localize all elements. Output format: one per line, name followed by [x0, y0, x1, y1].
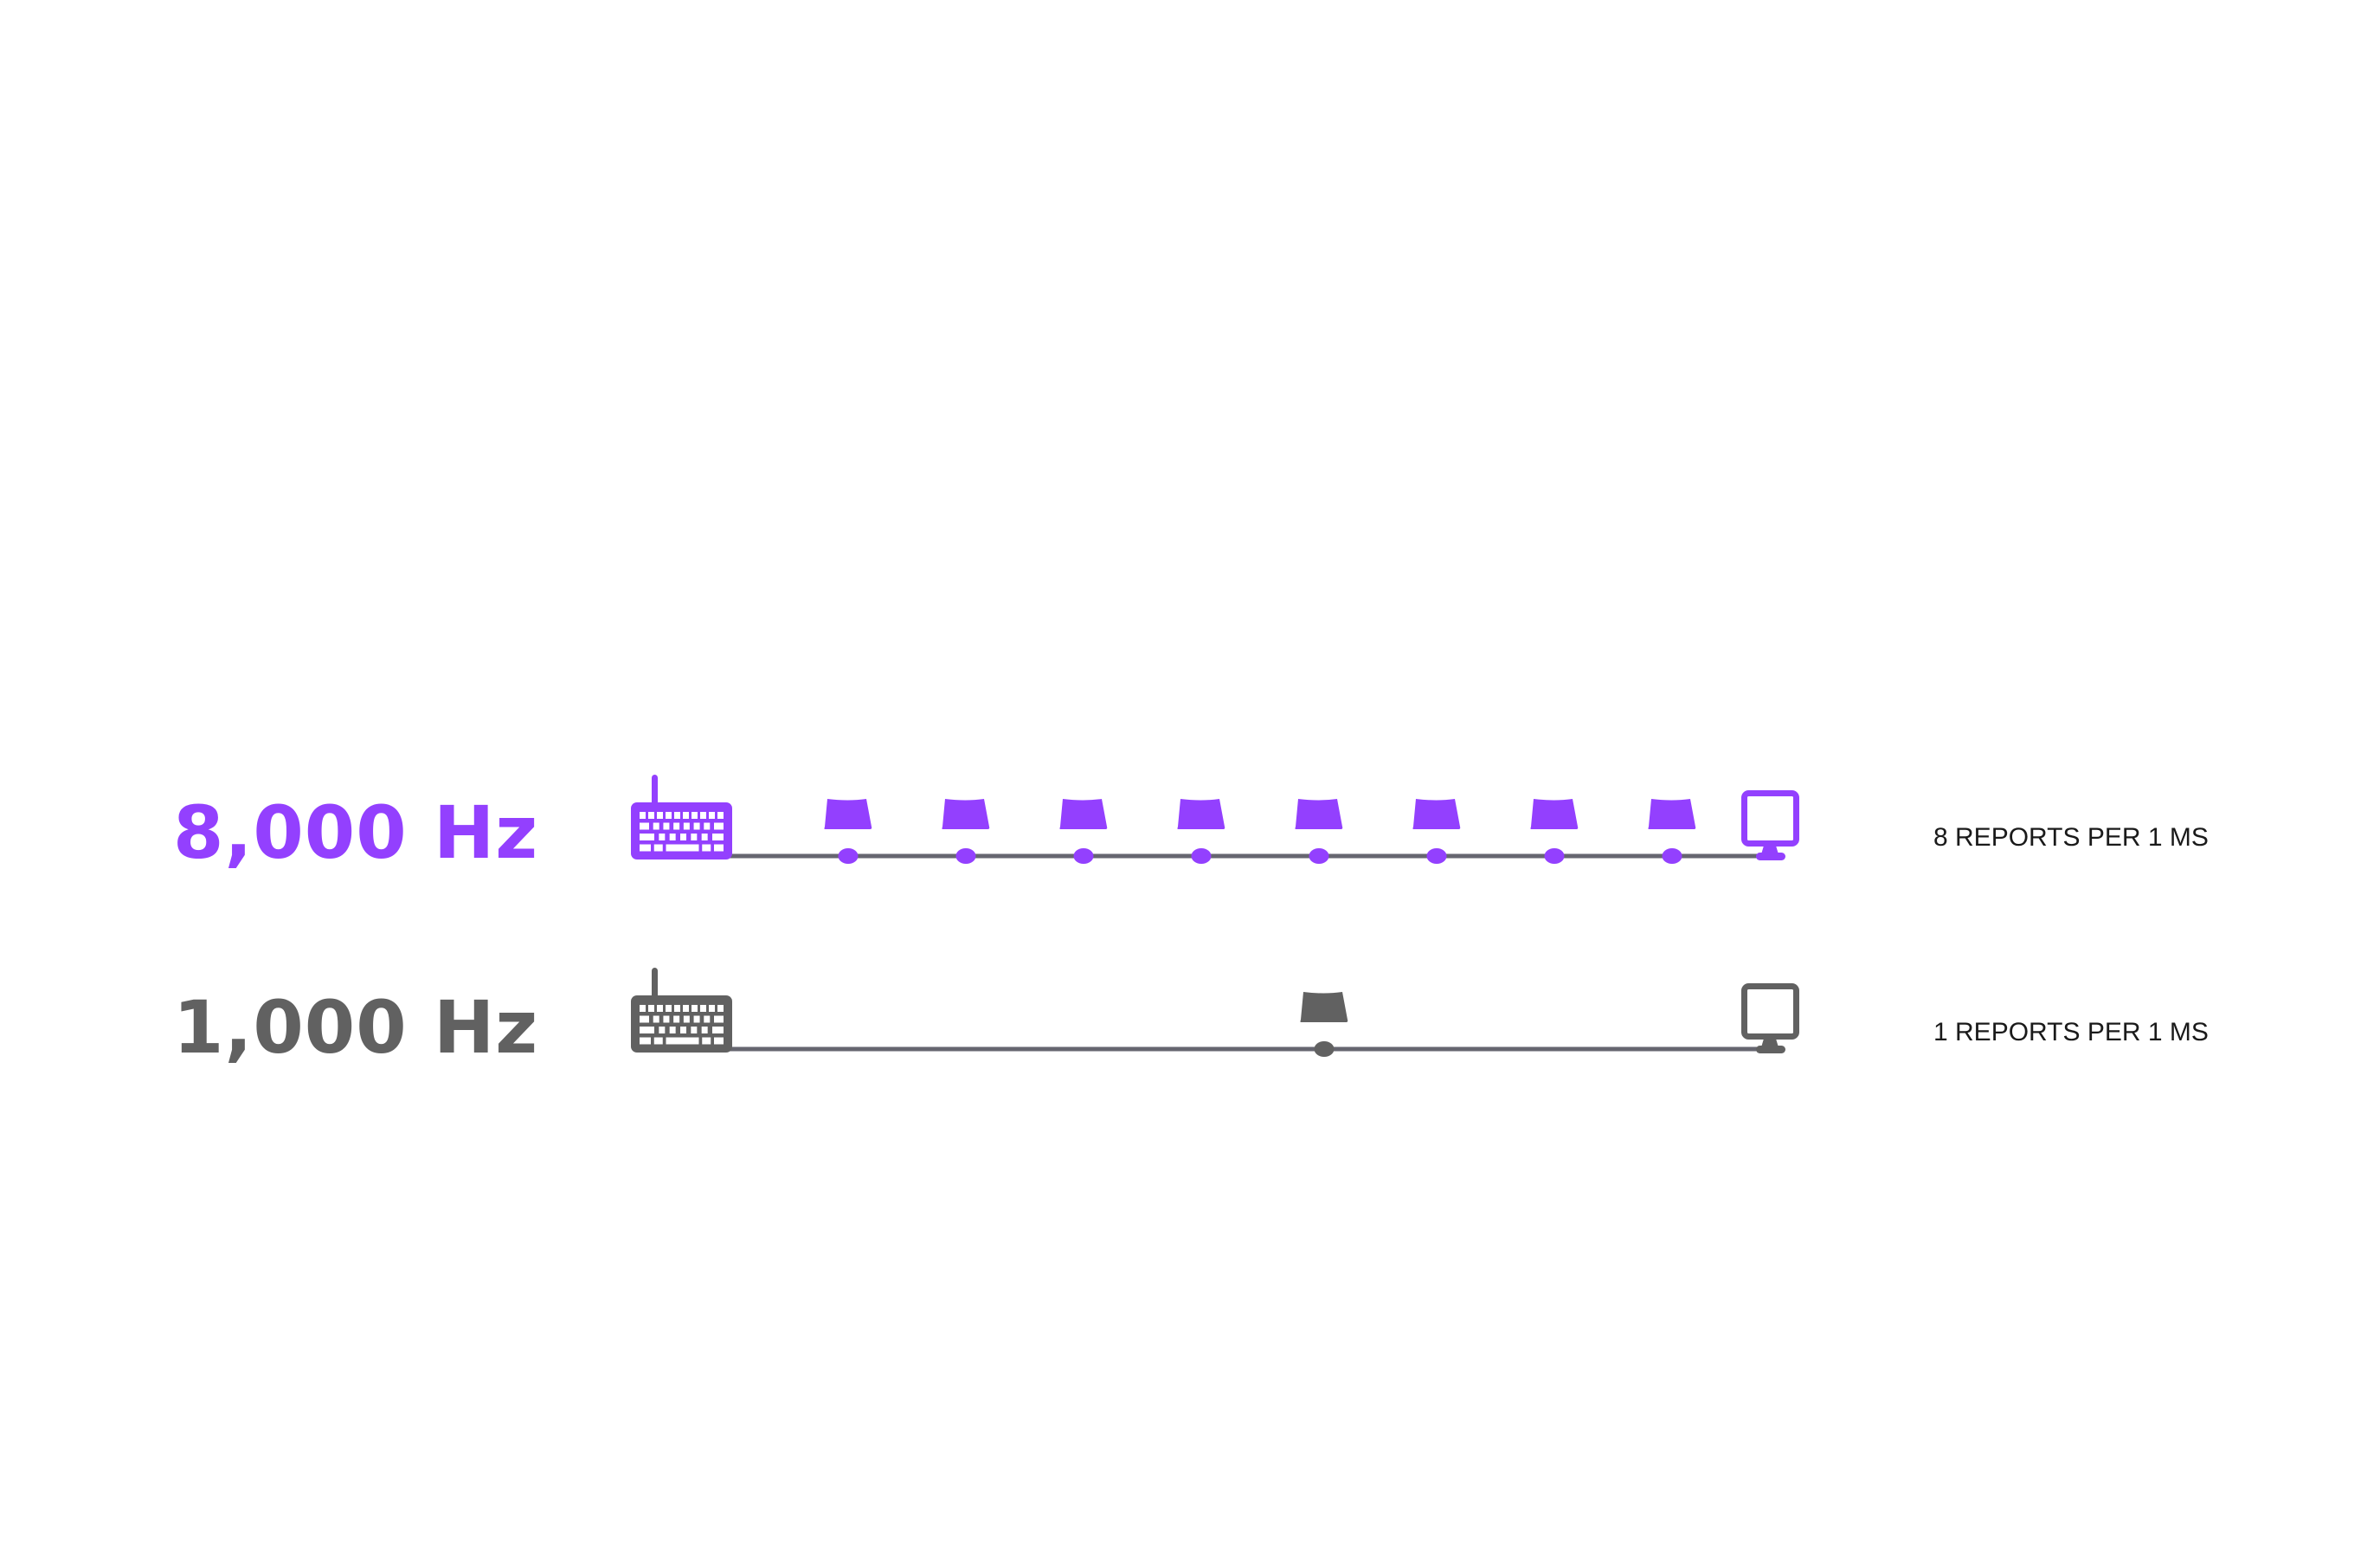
keycap-icon — [824, 799, 872, 829]
keycap-icon — [1648, 799, 1696, 829]
keycap-icon — [1412, 799, 1461, 829]
keycap-icon — [1059, 799, 1108, 829]
report-dot — [1662, 848, 1682, 864]
report-dot — [1426, 848, 1447, 864]
report-dot — [1191, 848, 1212, 864]
keycap-icon — [1300, 992, 1348, 1022]
keycap-icon — [1177, 799, 1225, 829]
keycap-icon — [1295, 799, 1343, 829]
monitor-icon — [1741, 790, 1799, 860]
reports-caption-1000: 1 REPORTS PER 1 MS — [1933, 1018, 2209, 1046]
keyboard-icon — [631, 775, 732, 859]
keyboard-icon — [631, 968, 732, 1053]
polling-rate-1000-label: 1,000 Hz — [173, 985, 539, 1070]
keycap-icon — [942, 799, 990, 829]
monitor-icon — [1741, 983, 1799, 1053]
reports-caption-8000: 8 REPORTS PER 1 MS — [1933, 823, 2209, 852]
keycap-icon — [1530, 799, 1579, 829]
report-dot — [1309, 848, 1329, 864]
polling-rate-8000-label: 8,000 Hz — [173, 790, 539, 875]
report-dot — [838, 848, 859, 864]
report-dot — [1314, 1041, 1335, 1057]
report-dot — [955, 848, 976, 864]
report-dot — [1544, 848, 1565, 864]
report-dot — [1073, 848, 1094, 864]
